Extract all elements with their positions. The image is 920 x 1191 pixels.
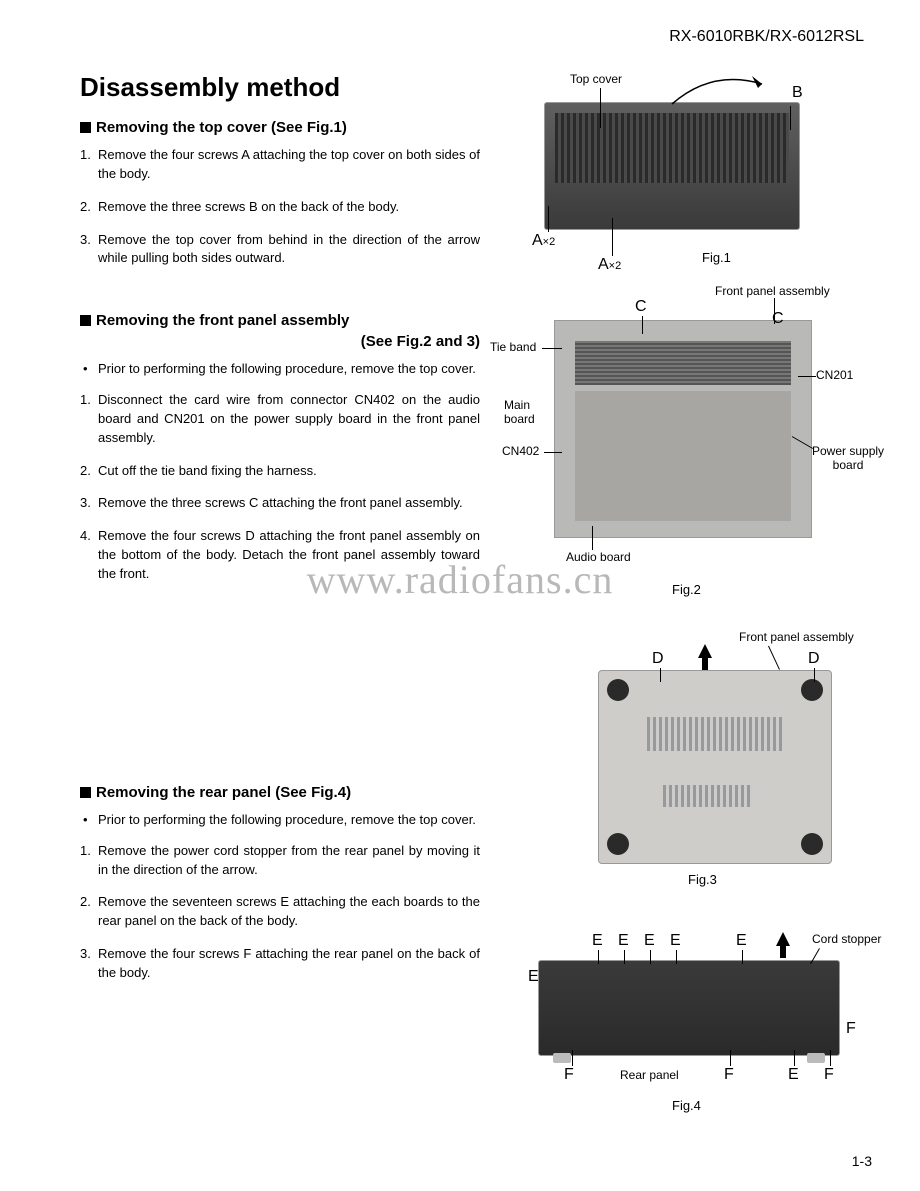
leader-line	[624, 950, 625, 964]
leader-line	[790, 106, 791, 130]
leader-line	[572, 1050, 573, 1066]
label-top-cover: Top cover	[570, 72, 622, 86]
step-item: Remove the seventeen screws E attaching …	[80, 893, 480, 931]
arrow-up-icon	[698, 644, 712, 658]
figure-3-caption: Fig.3	[688, 872, 717, 887]
section-heading-front-panel: Removing the front panel assembly	[80, 312, 480, 329]
callout-F: F	[846, 1020, 856, 1038]
callout-B: B	[792, 84, 803, 102]
left-column: Disassembly method Removing the top cove…	[80, 66, 480, 997]
leader-line	[612, 218, 613, 256]
leader-line	[544, 452, 562, 453]
leader-line	[730, 1050, 731, 1066]
figure-1	[544, 102, 800, 230]
step-item: Cut off the tie band fixing the harness.	[80, 462, 480, 481]
step-item: Disconnect the card wire from connector …	[80, 391, 480, 448]
leader-line	[798, 376, 816, 377]
label-front-panel: Front panel assembly	[715, 284, 830, 298]
callout-E: E	[592, 932, 603, 950]
right-column: Top cover B A×2 A×2 Fig.1 Front panel as…	[492, 66, 872, 997]
label-main-board: Main board	[504, 398, 535, 426]
callout-E: E	[528, 968, 539, 986]
leader-line	[660, 668, 661, 682]
callout-F: F	[564, 1066, 574, 1084]
figure-3	[598, 670, 832, 864]
callout-F: F	[824, 1066, 834, 1084]
leader-line	[794, 1050, 795, 1066]
leader-line	[600, 88, 601, 128]
page-title: Disassembly method	[80, 72, 480, 103]
watermark: www.radiofans.cn	[307, 556, 614, 603]
steps-list-3: Remove the power cord stopper from the r…	[80, 842, 480, 983]
section-heading-top-cover: Removing the top cover (See Fig.1)	[80, 119, 480, 136]
section-heading-rear-panel: Removing the rear panel (See Fig.4)	[80, 784, 480, 801]
section-subheading: (See Fig.2 and 3)	[80, 333, 480, 350]
callout-E: E	[644, 932, 655, 950]
leader-line	[814, 668, 815, 682]
page: RX-6010RBK/RX-6012RSL Disassembly method…	[0, 0, 920, 1191]
bullet-square-icon	[80, 122, 91, 133]
callout-A: A×2	[598, 256, 621, 274]
figure-4-caption: Fig.4	[672, 1098, 701, 1113]
figure-2	[554, 320, 812, 538]
callout-D: D	[652, 650, 664, 668]
section-heading-text: Removing the front panel assembly	[96, 312, 480, 329]
label-rear-panel: Rear panel	[620, 1068, 679, 1082]
callout-D: D	[808, 650, 820, 668]
callout-C: C	[635, 298, 647, 316]
steps-list-1: Remove the four screws A attaching the t…	[80, 146, 480, 268]
step-item: Remove the four screws A attaching the t…	[80, 146, 480, 184]
leader-line	[548, 206, 549, 232]
section-heading-text: Removing the top cover (See Fig.1)	[96, 119, 480, 136]
leader-line	[768, 646, 780, 670]
callout-E: E	[670, 932, 681, 950]
callout-E: E	[788, 1066, 799, 1084]
arrow-up-icon	[776, 932, 790, 946]
bullet-square-icon	[80, 315, 91, 326]
step-item: Remove the three screws B on the back of…	[80, 198, 480, 217]
leader-line	[742, 950, 743, 964]
figure-1-caption: Fig.1	[702, 250, 731, 265]
page-number: 1-3	[852, 1153, 872, 1169]
callout-E: E	[618, 932, 629, 950]
header-model: RX-6010RBK/RX-6012RSL	[80, 28, 864, 46]
figure-4	[538, 960, 840, 1056]
leader-line	[592, 526, 593, 550]
section-note: Prior to performing the following proced…	[80, 360, 480, 379]
leader-line	[676, 950, 677, 964]
section-note: Prior to performing the following proced…	[80, 811, 480, 830]
step-item: Remove the power cord stopper from the r…	[80, 842, 480, 880]
step-item: Remove the four screws F attaching the r…	[80, 945, 480, 983]
step-item: Remove the three screws C attaching the …	[80, 494, 480, 513]
label-tie-band: Tie band	[490, 340, 536, 354]
leader-line	[598, 950, 599, 964]
section-heading-text: Removing the rear panel (See Fig.4)	[96, 784, 480, 801]
label-cn201: CN201	[816, 368, 853, 382]
label-cn402: CN402	[502, 444, 539, 458]
callout-A: A×2	[532, 232, 555, 250]
columns: Disassembly method Removing the top cove…	[80, 66, 872, 997]
steps-list-2: Disconnect the card wire from connector …	[80, 391, 480, 584]
label-front-panel: Front panel assembly	[739, 630, 854, 644]
leader-line	[642, 316, 643, 334]
step-item: Remove the top cover from behind in the …	[80, 231, 480, 269]
label-cord-stopper: Cord stopper	[812, 932, 881, 946]
callout-C: C	[772, 310, 784, 328]
arrow-curve-icon	[662, 64, 782, 112]
leader-line	[650, 950, 651, 964]
leader-line	[542, 348, 562, 349]
callout-F: F	[724, 1066, 734, 1084]
leader-line	[830, 1050, 831, 1066]
bullet-square-icon	[80, 787, 91, 798]
figure-2-caption: Fig.2	[672, 582, 701, 597]
callout-E: E	[736, 932, 747, 950]
label-power-supply: Power supply board	[812, 444, 884, 472]
